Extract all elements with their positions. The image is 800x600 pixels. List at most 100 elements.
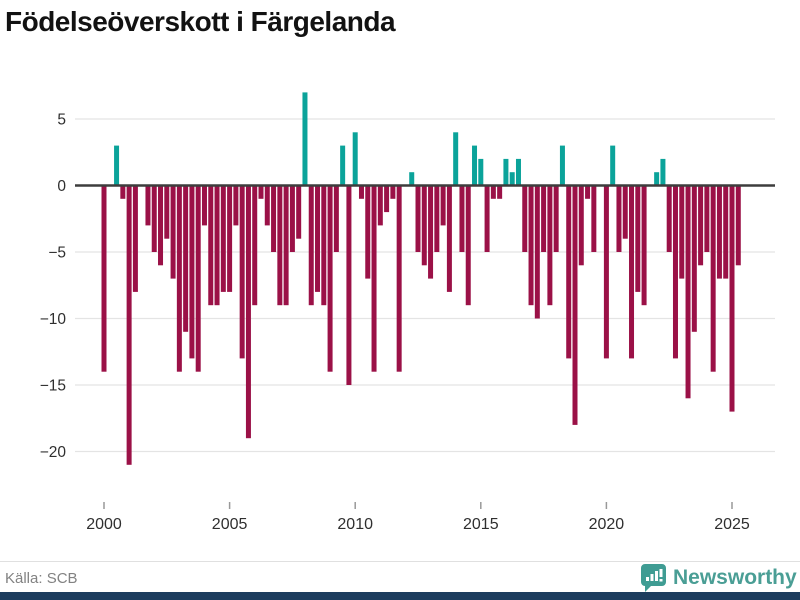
bar-2006-Q4 <box>271 186 277 252</box>
bar-2004-Q3 <box>214 186 220 306</box>
y-axis-tick-label: −10 <box>40 311 67 328</box>
bar-2014-Q2 <box>459 186 465 252</box>
bar-2003-Q4 <box>195 186 201 372</box>
bar-2014-Q3 <box>465 186 471 306</box>
bar-2009-Q4 <box>346 186 352 385</box>
bar-2012-Q4 <box>421 186 427 266</box>
bar-2018-Q4 <box>572 186 578 425</box>
y-axis-tick-label: −20 <box>40 444 67 461</box>
bar-2017-Q1 <box>528 186 534 306</box>
bar-2015-Q2 <box>484 186 490 252</box>
bar-2025-Q2 <box>735 186 741 266</box>
bar-2006-Q2 <box>258 186 264 199</box>
bar-2003-Q1 <box>176 186 182 372</box>
bar-2000-Q1 <box>101 186 107 372</box>
bar-2011-Q1 <box>377 186 383 226</box>
bar-2005-Q1 <box>227 186 233 292</box>
x-axis-tick-label: 2010 <box>337 516 373 533</box>
bar-2024-Q2 <box>710 186 716 372</box>
bar-2001-Q2 <box>132 186 138 292</box>
bottom-accent-bar <box>0 592 800 600</box>
bar-2000-Q3 <box>114 145 120 186</box>
bar-2010-Q4 <box>371 186 377 372</box>
birth-surplus-bar-chart: 5 0 −5 −10 −15 −20 2000 2005 2010 2015 2020 2025 <box>40 92 775 533</box>
x-axis-tick-label: 2020 <box>589 516 625 533</box>
x-axis-tick-label: 2015 <box>463 516 499 533</box>
bar-2008-Q4 <box>321 186 327 306</box>
bar-2016-Q4 <box>522 186 528 252</box>
bar-2016-Q1 <box>503 158 509 186</box>
bar-2014-Q4 <box>472 145 478 186</box>
bar-2004-Q2 <box>208 186 214 306</box>
bar-2008-Q1 <box>302 92 308 186</box>
bar-2001-Q4 <box>145 186 151 226</box>
bar-2013-Q1 <box>428 186 434 279</box>
bar-2022-Q1 <box>654 172 660 186</box>
bar-2008-Q2 <box>308 186 314 306</box>
bar-2022-Q3 <box>666 186 672 252</box>
bar-2002-Q2 <box>158 186 164 266</box>
bar-2015-Q4 <box>497 186 503 199</box>
brand-name: Newsworthy <box>673 566 797 589</box>
bar-2018-Q1 <box>553 186 559 252</box>
bar-2012-Q2 <box>409 172 415 186</box>
bar-2017-Q3 <box>541 186 547 252</box>
bar-2022-Q2 <box>660 158 666 186</box>
bar-2005-Q3 <box>239 186 245 359</box>
bar-2004-Q1 <box>201 186 207 226</box>
bar-2024-Q3 <box>716 186 722 279</box>
bar-2021-Q1 <box>629 186 635 359</box>
bar-2020-Q4 <box>622 186 628 239</box>
bar-2019-Q1 <box>578 186 584 266</box>
bar-2013-Q2 <box>434 186 440 252</box>
x-axis-tick-label: 2005 <box>212 516 248 533</box>
bar-2022-Q4 <box>672 186 678 359</box>
y-axis-tick-label: 5 <box>57 112 66 129</box>
bar-2011-Q4 <box>396 186 402 372</box>
bar-2010-Q2 <box>358 186 364 199</box>
bar-2007-Q4 <box>296 186 302 239</box>
bar-2005-Q4 <box>245 186 251 439</box>
source-label: Källa: SCB <box>5 570 78 587</box>
bar-2003-Q3 <box>189 186 195 359</box>
x-axis-tick-label: 2025 <box>714 516 750 533</box>
bar-2020-Q1 <box>603 186 609 359</box>
bar-2023-Q4 <box>698 186 704 266</box>
bar-2020-Q2 <box>610 145 616 186</box>
bar-2011-Q3 <box>390 186 396 199</box>
bar-2025-Q1 <box>729 186 735 412</box>
bar-2006-Q1 <box>252 186 258 306</box>
bar-2017-Q4 <box>547 186 553 306</box>
bar-2007-Q2 <box>283 186 289 306</box>
bar-2020-Q3 <box>616 186 622 252</box>
x-axis-tick-label: 2000 <box>86 516 122 533</box>
page-title: Födelseöverskott i Färgelanda <box>5 6 396 37</box>
bar-2002-Q1 <box>151 186 157 252</box>
bar-2008-Q3 <box>315 186 321 292</box>
bar-2024-Q1 <box>704 186 710 252</box>
bar-2009-Q2 <box>333 186 339 252</box>
bar-2002-Q4 <box>170 186 176 279</box>
bar-2013-Q4 <box>446 186 452 292</box>
bar-2016-Q3 <box>515 158 521 186</box>
bar-2017-Q2 <box>534 186 540 319</box>
y-axis-tick-label: −15 <box>40 378 66 395</box>
y-axis-tick-label: 0 <box>57 178 66 195</box>
bar-2016-Q2 <box>509 172 515 186</box>
bar-2011-Q2 <box>384 186 390 213</box>
footer-divider <box>0 561 800 562</box>
bar-2018-Q3 <box>566 186 572 359</box>
bar-2023-Q2 <box>685 186 691 399</box>
bar-2007-Q1 <box>277 186 283 306</box>
bar-2000-Q4 <box>120 186 126 199</box>
bar-2004-Q4 <box>220 186 226 292</box>
bar-2002-Q3 <box>164 186 170 239</box>
bar-2012-Q3 <box>415 186 421 252</box>
newsworthy-brand-link[interactable]: Newsworthy <box>641 564 797 592</box>
newsworthy-logo-icon <box>641 564 666 592</box>
bar-2023-Q3 <box>691 186 697 332</box>
bar-2014-Q1 <box>453 132 459 186</box>
bar-2024-Q4 <box>723 186 729 279</box>
bar-2006-Q3 <box>264 186 270 226</box>
